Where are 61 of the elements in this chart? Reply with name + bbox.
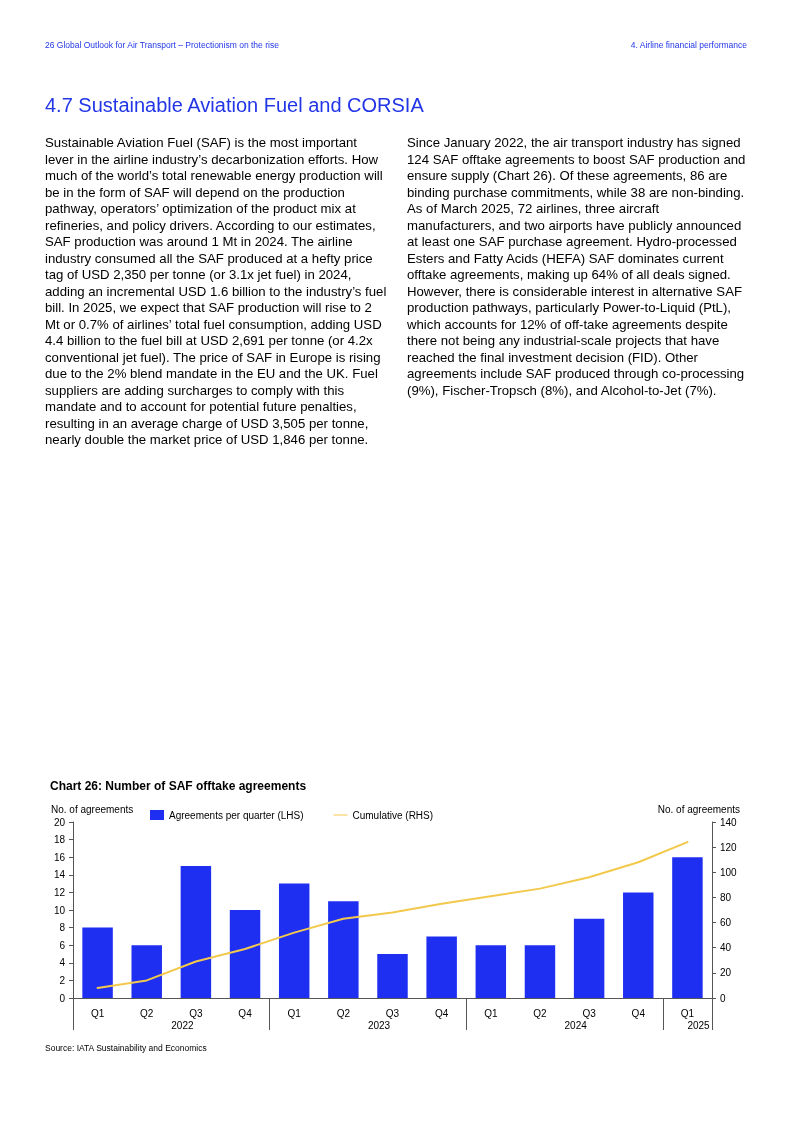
text: 2025 xyxy=(687,1019,711,1031)
x-tick-label: Q3 xyxy=(189,1007,203,1019)
x-tick-label: Q2 xyxy=(140,1007,154,1019)
y2-tick-label: 60 xyxy=(720,917,732,929)
bar xyxy=(328,901,359,998)
text: Since January 2022, the air transport industry has signed 124 SAF offtake agreements to boost SAF production and ensure supply (Chart 26). Of these agreements, 86 are binding purchase commitments, while 38 are non-binding. As of March 2025, 72 airlines, three aircraft manufacturers, and two airports have publicly announced at least one SAF purchase agreement. Hydro-processed Esters and Fatty Acids (HEFA) SAF dominates current offtake agreements, making up 64% of all deals signed. However, there is considerable interest in alternative SAF production pathways, particularly Power-to-Liquid (PtL), which accounts for 12% of off-take agreements despite there not being any industrial-scale projects that have reached the final investment decision (FID). Other agreements include SAF produced through co-processing (9%), Fischer-Tropsch (8%), and Alcohol-to-Jet (7%). xyxy=(407,135,746,398)
bar xyxy=(426,936,457,998)
x-tick-label: Q2 xyxy=(336,1007,351,1019)
y-tick-label: 14 xyxy=(53,869,66,881)
source-note: Source: IATA Sustainability and Economics xyxy=(45,1043,207,1053)
y-tick-label: 10 xyxy=(53,904,66,916)
text: 26 Global Outlook for Air Transport – Protectionism on the rise xyxy=(45,40,279,50)
y2-tick-label: 80 xyxy=(720,891,732,903)
chart-title: Chart 26: Number of SAF offtake agreements xyxy=(50,779,307,793)
x-tick-label: Q1 xyxy=(680,1007,695,1019)
y2-tick-label: 100 xyxy=(720,866,738,878)
y2-tick-label: 20 xyxy=(720,967,732,979)
text: 2022 xyxy=(171,1019,194,1031)
y-tick-label: 18 xyxy=(53,834,66,846)
text: 2023 xyxy=(367,1019,391,1031)
x-tick-label: Q4 xyxy=(238,1007,253,1019)
x-tick-label: Q3 xyxy=(582,1007,597,1019)
y2-tick-label: 140 xyxy=(720,816,738,828)
text: 4.7 Sustainable Aviation Fuel and CORSIA xyxy=(45,94,424,117)
y-tick-label: 16 xyxy=(53,851,66,863)
y-tick-label: 2 xyxy=(59,974,66,986)
bar xyxy=(180,866,212,998)
bar xyxy=(475,945,507,998)
x-tick-label: Q4 xyxy=(631,1007,646,1019)
y-tick-label: 4 xyxy=(59,957,66,969)
y2-axis-title: No. of agreements xyxy=(657,803,740,815)
y2-tick-label: 0 xyxy=(720,992,726,1004)
x-tick-label: Q3 xyxy=(385,1007,400,1019)
bar xyxy=(377,954,408,998)
bar xyxy=(278,883,310,998)
y-axis-title: No. of agreements xyxy=(51,803,134,815)
bar xyxy=(623,892,654,998)
y-tick-label: 8 xyxy=(59,922,66,934)
text: Sustainable Aviation Fuel (SAF) is the most important lever in the airline industry’s decarbonization efforts. How much of the world’s total renewable energy production will be in the form of SAF will depend on the production pathway, operators’ optimization of the product mix at refineries, and policy drivers. According to our estimates, SAF production was around 1 Mt in 2024. The airline industry consumed all the SAF produced at a hefty price tag of USD 2,350 per tonne (or 3.1x jet fuel) in 2024, adding an incremental USD 1.6 billion to the industry’s fuel bill. In 2025, we expect that SAF production will rise to 2 Mt or 0.7% of airlines’ total fuel consumption, adding USD 4.4 billion to the fuel bill at USD 2,691 per tonne (or 4.2x conventional jet fuel). The price of SAF in Europe is rising due to the 2% blend mandate in the EU and the UK. Fuel suppliers are adding surcharges to comply with this mandate and to account for potential future penalties, resulting in an average charge of USD 3,505 per tonne, nearly double the market price of USD 1,846 per tonne. xyxy=(45,135,387,447)
bar xyxy=(229,910,261,998)
y2-tick-label: 40 xyxy=(720,942,732,954)
bar xyxy=(524,945,556,998)
y-tick-label: 0 xyxy=(59,992,66,1004)
text: 2024 xyxy=(564,1019,588,1031)
legend-label: Agreements per quarter (LHS) xyxy=(169,809,304,821)
x-tick-label: Q1 xyxy=(484,1007,498,1019)
legend-label: Cumulative (RHS) xyxy=(352,809,434,821)
bar xyxy=(672,857,703,998)
x-tick-label: Q2 xyxy=(533,1007,548,1019)
y-tick-label: 12 xyxy=(53,886,66,898)
x-tick-label: Q1 xyxy=(90,1007,105,1019)
line-series xyxy=(96,841,689,989)
bar xyxy=(573,918,605,998)
x-tick-label: Q4 xyxy=(434,1007,449,1019)
bar xyxy=(82,927,113,998)
bar xyxy=(131,945,162,998)
y-tick-label: 6 xyxy=(59,939,66,951)
text: 4. Airline financial performance xyxy=(630,40,747,50)
x-tick-label: Q1 xyxy=(287,1007,302,1019)
y2-tick-label: 120 xyxy=(720,841,738,853)
y-tick-label: 20 xyxy=(53,816,66,828)
